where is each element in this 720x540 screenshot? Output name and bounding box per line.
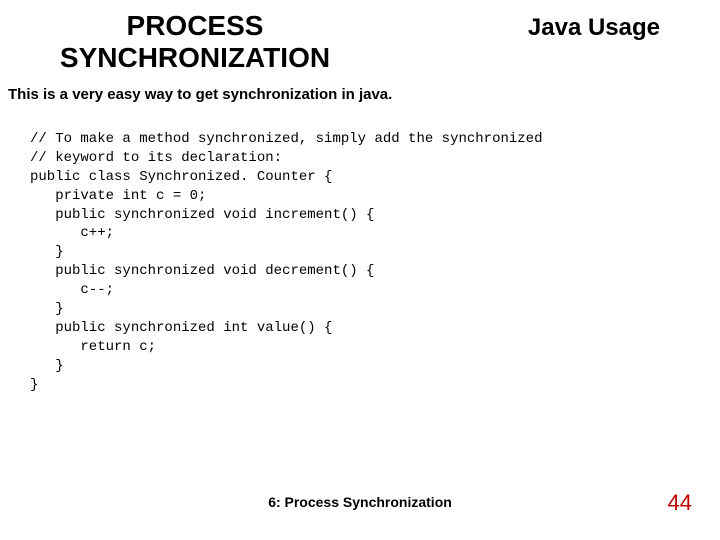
- footer-page-number: 44: [668, 490, 692, 516]
- slide-title-right: Java Usage: [528, 14, 660, 42]
- footer-chapter: 6: Process Synchronization: [0, 494, 720, 510]
- code-block: // To make a method synchronized, simply…: [30, 130, 700, 394]
- slide: PROCESS SYNCHRONIZATION Java Usage This …: [0, 0, 720, 540]
- slide-subtitle: This is a very easy way to get synchroni…: [8, 86, 392, 103]
- slide-title-left: PROCESS SYNCHRONIZATION: [30, 10, 360, 74]
